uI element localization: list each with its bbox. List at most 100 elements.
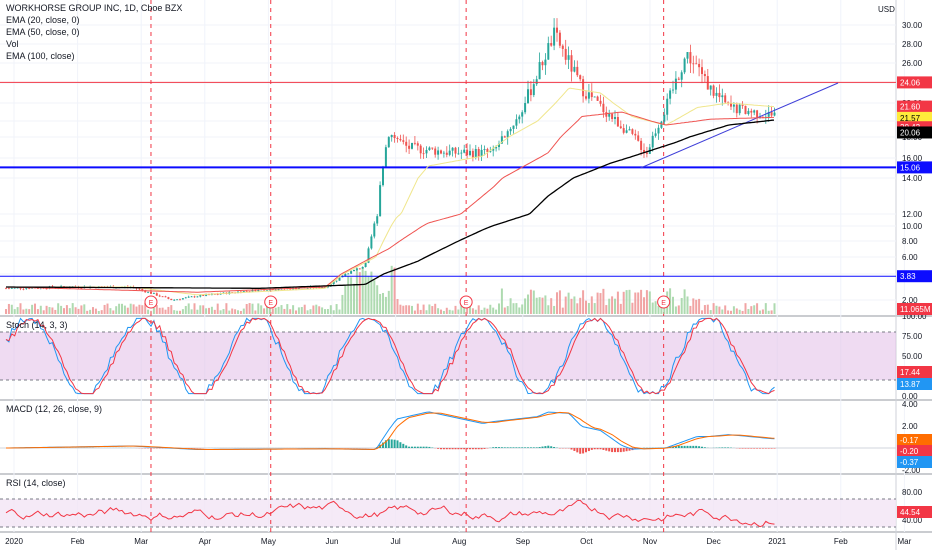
macd-title[interactable]: MACD (12, 26, close, 9) [6, 404, 102, 414]
stoch-title[interactable]: Stoch (14, 3, 3) [6, 320, 68, 330]
volume-bar [495, 309, 498, 314]
macd-hist-bar [596, 448, 599, 450]
indicator-badge-label: 17.44 [900, 368, 921, 377]
volume-bar [141, 305, 144, 314]
volume-bar [477, 305, 480, 314]
candle-body [741, 104, 744, 106]
volume-bar [500, 288, 503, 314]
candle-body [445, 152, 448, 155]
volume-bar [109, 308, 112, 314]
macd-hist-bar [593, 448, 596, 450]
candle-body [703, 74, 706, 77]
volume-bar [210, 306, 213, 314]
indicator-badge [897, 456, 932, 468]
candle-body [431, 147, 434, 149]
volume-bar [39, 305, 42, 314]
volume-bar [454, 305, 457, 314]
macd-hist-bar [518, 447, 521, 448]
macd-hist-bar [602, 448, 605, 450]
volume-bar [376, 285, 379, 314]
candle-body [350, 271, 353, 274]
earnings-marker [264, 295, 278, 309]
volume-bar [338, 309, 341, 314]
candle-body [147, 291, 150, 293]
volume-bar [384, 296, 387, 314]
volume-bar [283, 308, 286, 314]
candle-body [660, 121, 663, 128]
volume-bar [373, 280, 376, 314]
indicator-badge [897, 378, 932, 390]
candle-body [306, 287, 309, 289]
candle-body [167, 297, 170, 299]
macd-hist-bar [764, 448, 767, 449]
candle-body [460, 152, 463, 154]
volume-bar [347, 275, 350, 314]
macd-hist-bar [741, 448, 744, 449]
candle-body [680, 72, 683, 80]
price-badge [897, 161, 932, 174]
candle-body [730, 103, 732, 107]
candle-body [506, 131, 509, 138]
volume-bar [428, 304, 431, 314]
candle-body [483, 149, 486, 150]
volume-bar [515, 303, 518, 314]
volume-bar [724, 305, 727, 314]
indicator-badge [897, 434, 932, 446]
candle-body [535, 79, 538, 85]
macd-hist-bar [753, 448, 756, 449]
volume-bar [686, 296, 689, 314]
candle-body [666, 98, 669, 115]
indicator-ema100[interactable]: EMA (100, close) [6, 51, 75, 61]
volume-bar [57, 303, 60, 314]
candle-body [5, 288, 7, 290]
volume-bar [411, 305, 413, 314]
volume-bar [225, 303, 228, 314]
macd-line [5, 411, 775, 451]
candle-body [619, 126, 622, 129]
volume-bar [677, 305, 680, 314]
volume-bar [158, 307, 161, 314]
volume-bar [231, 308, 234, 314]
rsi-band [0, 498, 896, 528]
candle-body [379, 185, 382, 217]
volume-bar [689, 305, 692, 314]
time-tick-label: Jul [390, 537, 400, 546]
macd-hist-bar [695, 445, 698, 448]
candle-body [428, 147, 431, 150]
volume-bar [152, 307, 155, 314]
macd-hist-bar [387, 439, 390, 448]
candle-body [538, 62, 541, 80]
volume-bar [451, 310, 454, 314]
volume-bar [97, 310, 100, 314]
indicator-ema20[interactable]: EMA (20, close, 0) [6, 15, 80, 25]
volume-bar [19, 303, 22, 314]
price-badge-label: 20.06 [900, 128, 921, 137]
volume-bar [295, 310, 297, 314]
candle-body [463, 149, 466, 153]
candle-body [611, 113, 614, 119]
volume-bar [643, 297, 645, 314]
volume-bar [254, 310, 257, 314]
indicator-ema50[interactable]: EMA (50, close, 0) [6, 27, 80, 37]
candle-body [672, 89, 674, 91]
candle-body [402, 140, 405, 142]
volume-bar [582, 290, 585, 314]
candle-body [268, 289, 271, 291]
candle-body [518, 116, 521, 120]
price-tick-label: 8.00 [902, 237, 918, 246]
macd-hist-bar [527, 447, 529, 448]
macd-hist-bar [521, 447, 524, 448]
indicator-vol[interactable]: Vol [6, 39, 19, 49]
candle-body [541, 62, 544, 66]
volume-bar [147, 309, 150, 314]
volume-bar [277, 306, 280, 314]
rsi-title[interactable]: RSI (14, close) [6, 478, 66, 488]
candle-body [515, 119, 518, 126]
candle-body [45, 288, 48, 290]
volume-bar [735, 308, 738, 314]
volume-bars [5, 265, 776, 314]
volume-bar [129, 303, 132, 314]
candle-body [254, 289, 257, 292]
volume-bar [271, 308, 274, 314]
